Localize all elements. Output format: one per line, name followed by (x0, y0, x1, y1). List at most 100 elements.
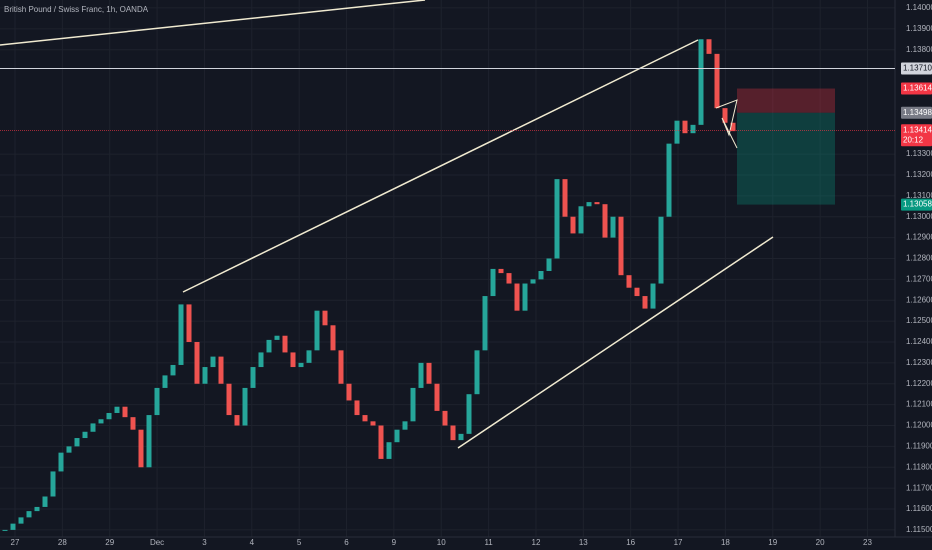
y-tick-label: 1.11800 (906, 462, 932, 471)
candle (194, 341, 200, 384)
x-tick-label: 16 (626, 538, 635, 547)
candle (714, 53, 720, 109)
x-tick-label: 27 (11, 538, 20, 547)
candle (610, 216, 616, 238)
candle (522, 283, 528, 311)
candle (66, 446, 72, 453)
y-tick-label: 1.12600 (906, 295, 932, 304)
price-label-box (901, 106, 932, 119)
x-tick-label: 20 (816, 538, 825, 547)
x-tick-label: 5 (297, 538, 302, 547)
candle (226, 383, 232, 416)
price-label: 1.13058 (903, 200, 932, 209)
candle (554, 179, 560, 259)
x-tick-label: 13 (579, 538, 588, 547)
candle (658, 216, 664, 284)
candle (170, 364, 176, 376)
y-tick-label: 1.12400 (906, 337, 932, 346)
x-tick-label: 18 (721, 538, 730, 547)
candle (474, 350, 480, 395)
candle (2, 529, 8, 531)
candle (34, 506, 40, 512)
y-tick-label: 1.13900 (906, 24, 932, 33)
candle (250, 367, 256, 388)
chart-title: British Pound / Swiss Franc, 1h, OANDA (4, 5, 149, 14)
candle (306, 350, 312, 363)
candle (602, 204, 608, 238)
price-label-box (901, 82, 932, 95)
x-tick-label: 19 (768, 538, 777, 547)
candle (346, 383, 352, 401)
candle (186, 304, 192, 342)
candle (386, 442, 392, 459)
plot-area (0, 0, 895, 537)
candle (450, 425, 456, 441)
y-tick-label: 1.12500 (906, 316, 932, 325)
countdown-label: 20:12 (903, 135, 924, 144)
x-tick-label: 17 (674, 538, 683, 547)
candle (674, 120, 680, 144)
candle (586, 202, 592, 207)
target-zone (737, 112, 835, 205)
x-tick-label: 23 (863, 538, 872, 547)
candle (146, 415, 152, 468)
price-label: 1.13614 (903, 84, 932, 93)
y-tick-label: 1.12700 (906, 274, 932, 283)
candle (698, 39, 704, 125)
candle (42, 496, 48, 507)
price-label-box (901, 198, 932, 211)
candle (162, 375, 168, 388)
candle (442, 410, 448, 426)
y-tick-label: 1.13800 (906, 45, 932, 54)
candle (498, 268, 504, 274)
pattern-drawing (715, 99, 738, 149)
candle (274, 335, 280, 340)
candle (490, 268, 496, 297)
y-tick-label: 1.12300 (906, 358, 932, 367)
candle (242, 387, 248, 426)
candle (178, 304, 184, 365)
x-tick-label: 4 (250, 538, 255, 547)
candle (322, 310, 328, 326)
x-tick-label: 11 (484, 538, 493, 547)
x-tick-label: 3 (202, 538, 207, 547)
candle (546, 258, 552, 272)
candle (410, 387, 416, 422)
y-tick-label: 1.12000 (906, 421, 932, 430)
candle (722, 108, 728, 123)
candle (370, 421, 376, 426)
candle (122, 406, 128, 418)
candle (298, 362, 304, 368)
y-tick-label: 1.13300 (906, 149, 932, 158)
y-tick-label: 1.11600 (906, 504, 932, 513)
x-tick-label: 9 (392, 538, 397, 547)
candle (434, 383, 440, 411)
candle (234, 415, 240, 426)
y-tick-label: 1.12900 (906, 233, 932, 242)
candle (90, 423, 96, 432)
candle (18, 517, 24, 524)
y-tick-label: 1.11700 (906, 483, 932, 492)
candle (650, 283, 656, 309)
candle (458, 433, 464, 441)
candle (530, 279, 536, 284)
candle (706, 39, 712, 54)
candle (10, 523, 16, 530)
trend-line (0, 0, 426, 46)
candle (26, 511, 32, 518)
candle (218, 356, 224, 384)
candle (514, 283, 520, 311)
stop-zone (737, 88, 835, 113)
candle (730, 122, 736, 132)
candle (562, 179, 568, 217)
candle (50, 471, 56, 497)
candle (594, 202, 600, 205)
x-tick-label: 10 (437, 538, 446, 547)
candle (362, 415, 368, 422)
candle (58, 452, 64, 472)
candle (314, 310, 320, 351)
candle (482, 296, 488, 351)
candle (394, 429, 400, 443)
candle (74, 438, 80, 447)
